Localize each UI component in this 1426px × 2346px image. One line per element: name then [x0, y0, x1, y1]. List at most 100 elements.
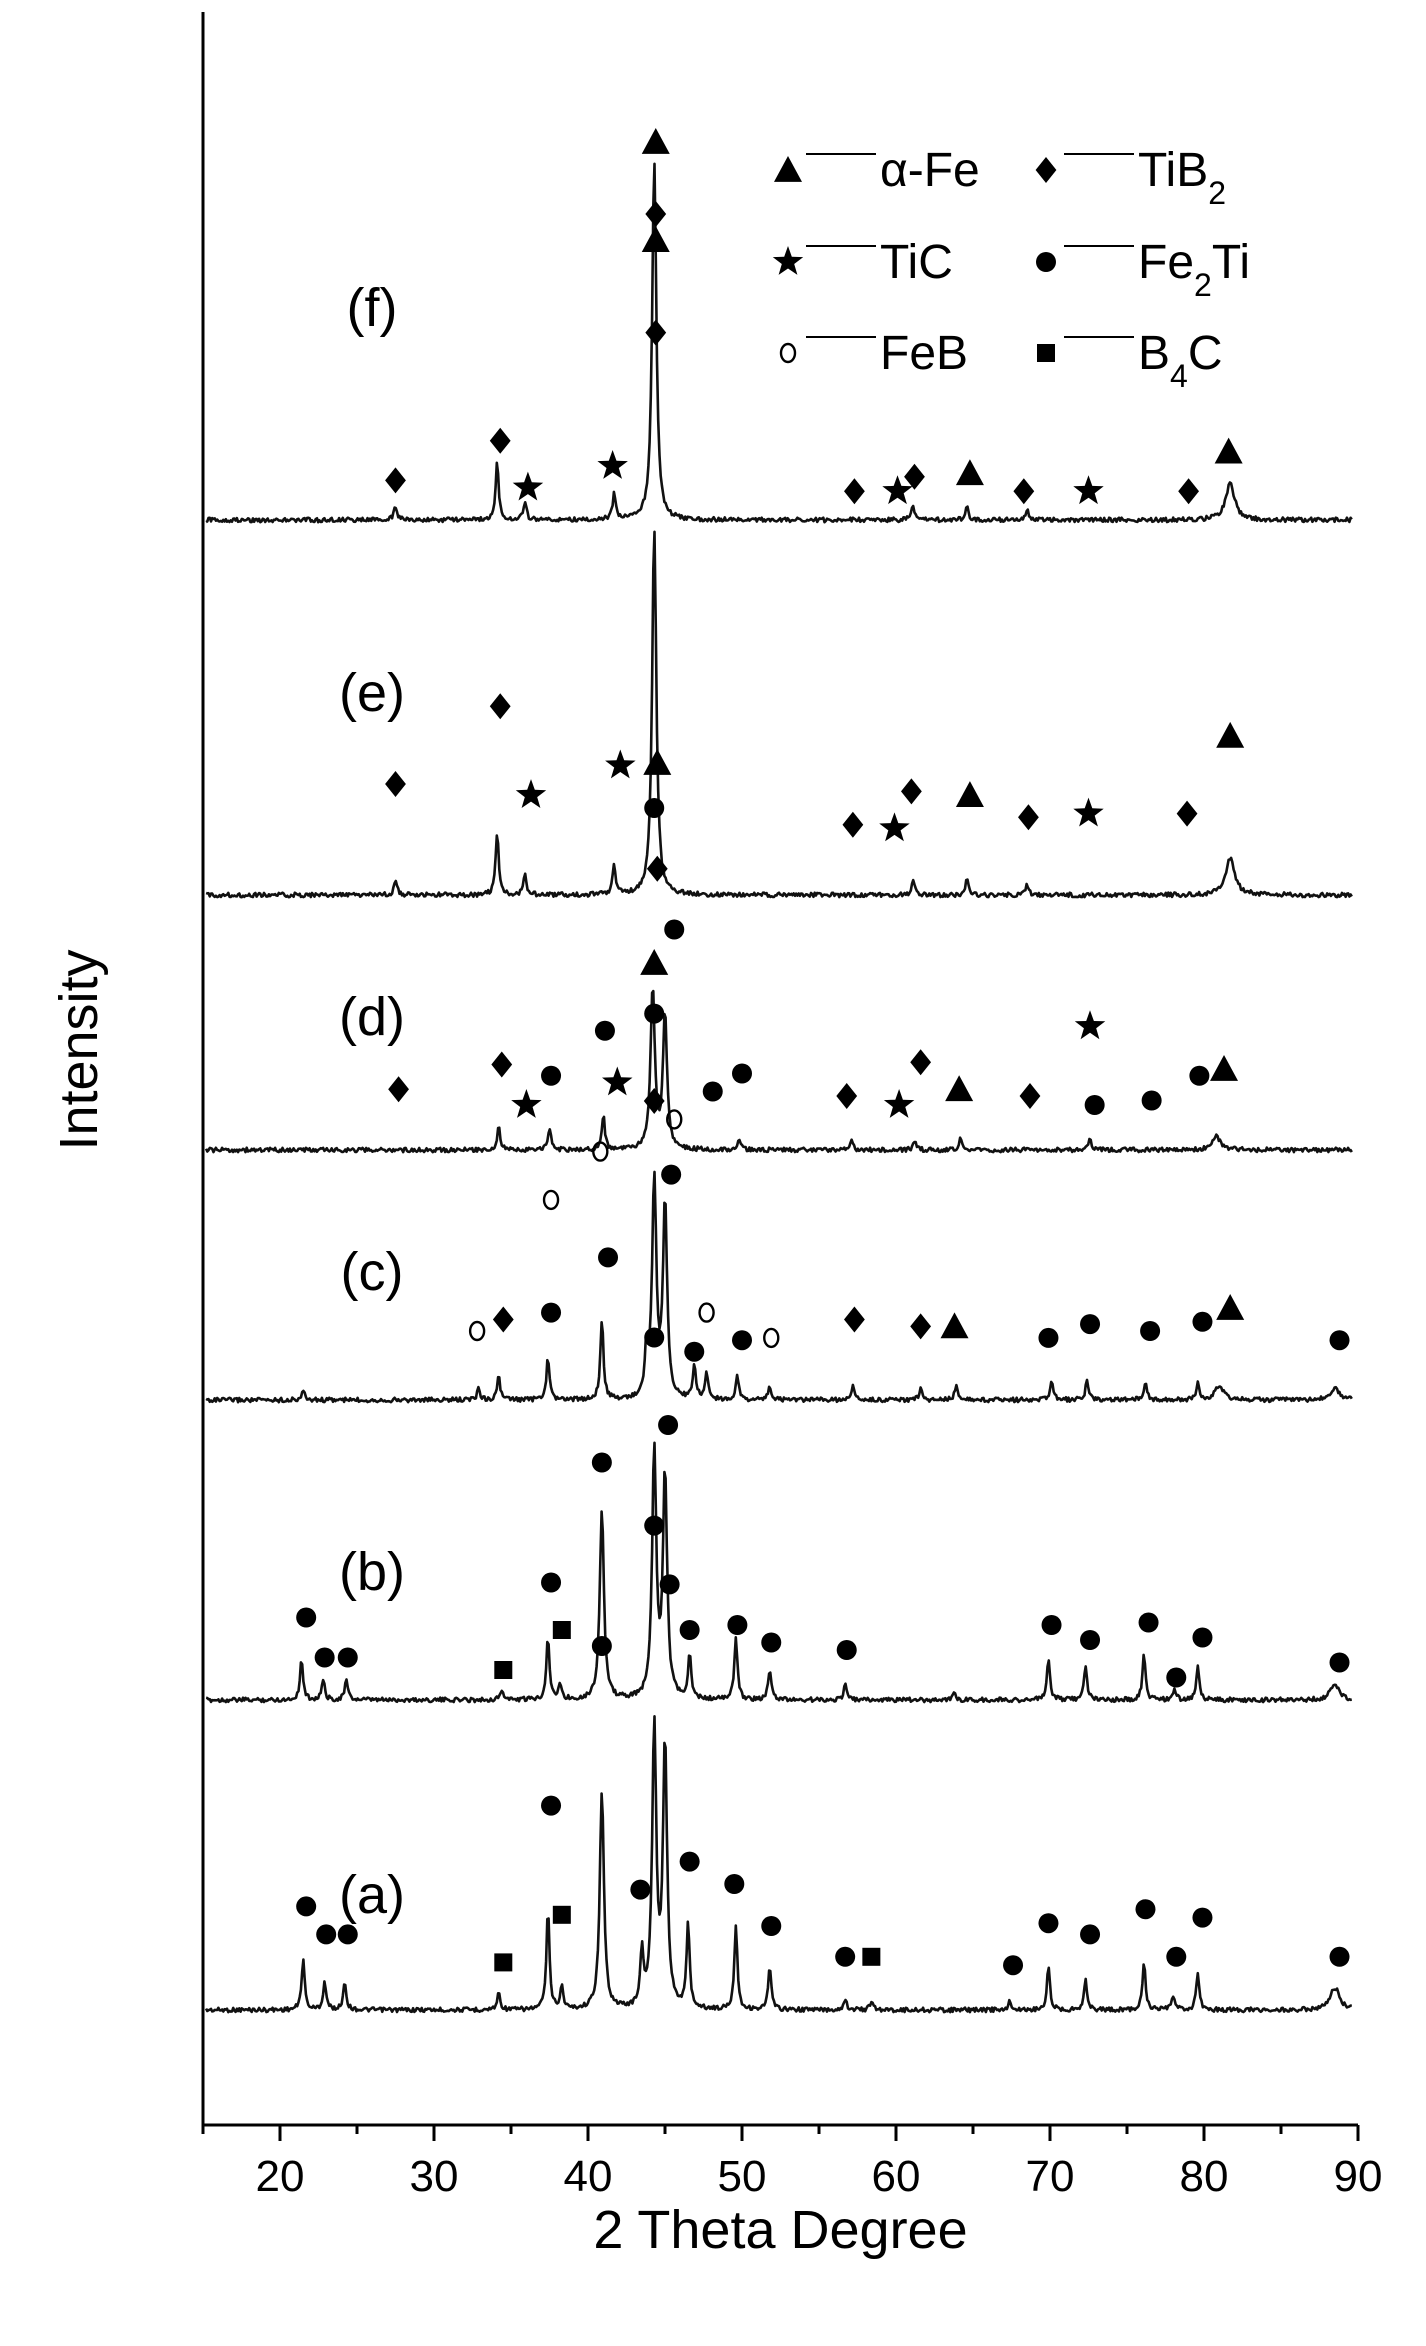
circle-marker	[1141, 1090, 1162, 1111]
trace-3	[204, 989, 1353, 1154]
legend-entry-Fe2Ti: Fe2Ti	[1036, 236, 1250, 303]
circle-marker	[1192, 1627, 1213, 1648]
diamond-marker	[646, 855, 668, 882]
triangle-marker	[955, 459, 984, 486]
square-legend-icon	[1037, 344, 1055, 362]
x-tick-label: 90	[1334, 2152, 1383, 2201]
circle-marker	[1189, 1065, 1210, 1086]
star-marker	[605, 749, 636, 779]
open-circle-marker	[698, 1302, 715, 1323]
circle-legend-icon	[1036, 252, 1056, 272]
circle-marker	[659, 1574, 680, 1595]
circle-marker	[1038, 1913, 1059, 1934]
star-marker	[882, 475, 913, 505]
circle-marker	[1135, 1899, 1156, 1920]
star-marker	[1073, 475, 1104, 505]
circle-marker	[337, 1924, 358, 1945]
open-circle-marker	[763, 1327, 780, 1349]
square-marker	[494, 1953, 513, 1972]
star-marker	[879, 812, 910, 842]
circle-marker	[644, 1327, 665, 1348]
diamond-marker	[385, 467, 406, 494]
trace-4	[205, 530, 1353, 899]
diamond-marker	[844, 478, 865, 505]
x-tick-label: 20	[256, 2152, 305, 2201]
circle-marker	[661, 1164, 682, 1185]
square-marker	[552, 1621, 571, 1639]
trace-5	[205, 162, 1353, 524]
series-label: (a)	[339, 1865, 405, 1925]
trace-0	[204, 1715, 1353, 2014]
series-label: (d)	[339, 987, 405, 1047]
legend-label: TiB2	[1138, 144, 1226, 211]
circle-marker	[541, 1795, 562, 1816]
legend-label: FeB	[880, 327, 968, 380]
series-label: (b)	[339, 1542, 405, 1602]
triangle-marker	[1216, 721, 1245, 748]
triangle-legend-icon	[774, 156, 802, 182]
diamond-marker	[645, 201, 667, 227]
circle-marker	[314, 1647, 335, 1668]
circle-marker	[1192, 1311, 1213, 1332]
x-tick-label: 70	[1026, 2152, 1075, 2201]
circle-marker	[541, 1572, 562, 1593]
series-label: (c)	[341, 1242, 404, 1302]
legend-entry-B4C: B4C	[1037, 327, 1222, 394]
x-tick-label: 50	[718, 2152, 767, 2201]
triangle-marker	[1210, 1055, 1239, 1081]
diamond-marker	[491, 1051, 513, 1078]
circle-marker	[644, 1003, 665, 1024]
triangle-marker	[641, 226, 670, 252]
diamond-marker	[1013, 478, 1035, 505]
diamond-marker	[388, 1076, 409, 1103]
circle-marker	[541, 1302, 562, 1323]
open-circle-marker	[542, 1189, 560, 1211]
circle-marker	[658, 1415, 679, 1435]
legend-entry-FeB: FeB	[779, 327, 968, 380]
circle-marker	[1192, 1907, 1213, 1928]
triangle-marker	[945, 1075, 974, 1102]
circle-marker	[732, 1063, 752, 1084]
diamond-legend-icon	[1035, 157, 1057, 183]
circle-marker	[664, 919, 685, 940]
trace-2	[205, 1170, 1353, 1404]
circle-marker	[724, 1874, 745, 1894]
open-circle-marker	[666, 1109, 683, 1130]
triangle-marker	[1214, 437, 1243, 464]
triangle-marker	[640, 949, 669, 975]
circle-marker	[598, 1247, 619, 1268]
diamond-marker	[1176, 800, 1198, 827]
diamond-marker	[1019, 1083, 1041, 1109]
x-tick-label: 30	[410, 2152, 459, 2201]
series-label: (f)	[347, 278, 398, 338]
legend-label: α-Fe	[880, 144, 980, 197]
plot-frame	[201, 12, 1358, 2127]
x-axis-title: 2 Theta Degree	[593, 2200, 967, 2260]
open-circle-legend-icon	[779, 342, 797, 364]
square-marker	[494, 1661, 513, 1679]
triangle-marker	[643, 749, 672, 775]
circle-marker	[316, 1924, 337, 1945]
diamond-marker	[910, 1049, 932, 1076]
circle-marker	[727, 1615, 748, 1635]
series-labels: (a) (b) (c) (d) (e) (f)	[339, 278, 405, 1925]
circle-marker	[761, 1632, 782, 1653]
trace-1	[205, 1441, 1352, 1704]
circle-marker	[296, 1607, 317, 1628]
circle-marker	[1140, 1321, 1161, 1341]
circle-marker	[732, 1330, 752, 1351]
legend-entry-TiC: TiC	[772, 236, 953, 289]
diamond-marker	[489, 693, 511, 720]
circle-marker	[541, 1065, 562, 1086]
open-circle-marker	[468, 1320, 486, 1342]
x-tick-label: 60	[872, 2152, 921, 2201]
star-marker	[602, 1066, 633, 1096]
circle-marker	[1041, 1615, 1062, 1635]
diamond-marker	[643, 1088, 665, 1114]
circle-marker	[1084, 1095, 1105, 1115]
circle-marker	[337, 1647, 358, 1668]
diamond-marker	[1178, 478, 1199, 505]
star-marker	[1074, 1010, 1106, 1040]
legend-label: B4C	[1138, 327, 1222, 394]
